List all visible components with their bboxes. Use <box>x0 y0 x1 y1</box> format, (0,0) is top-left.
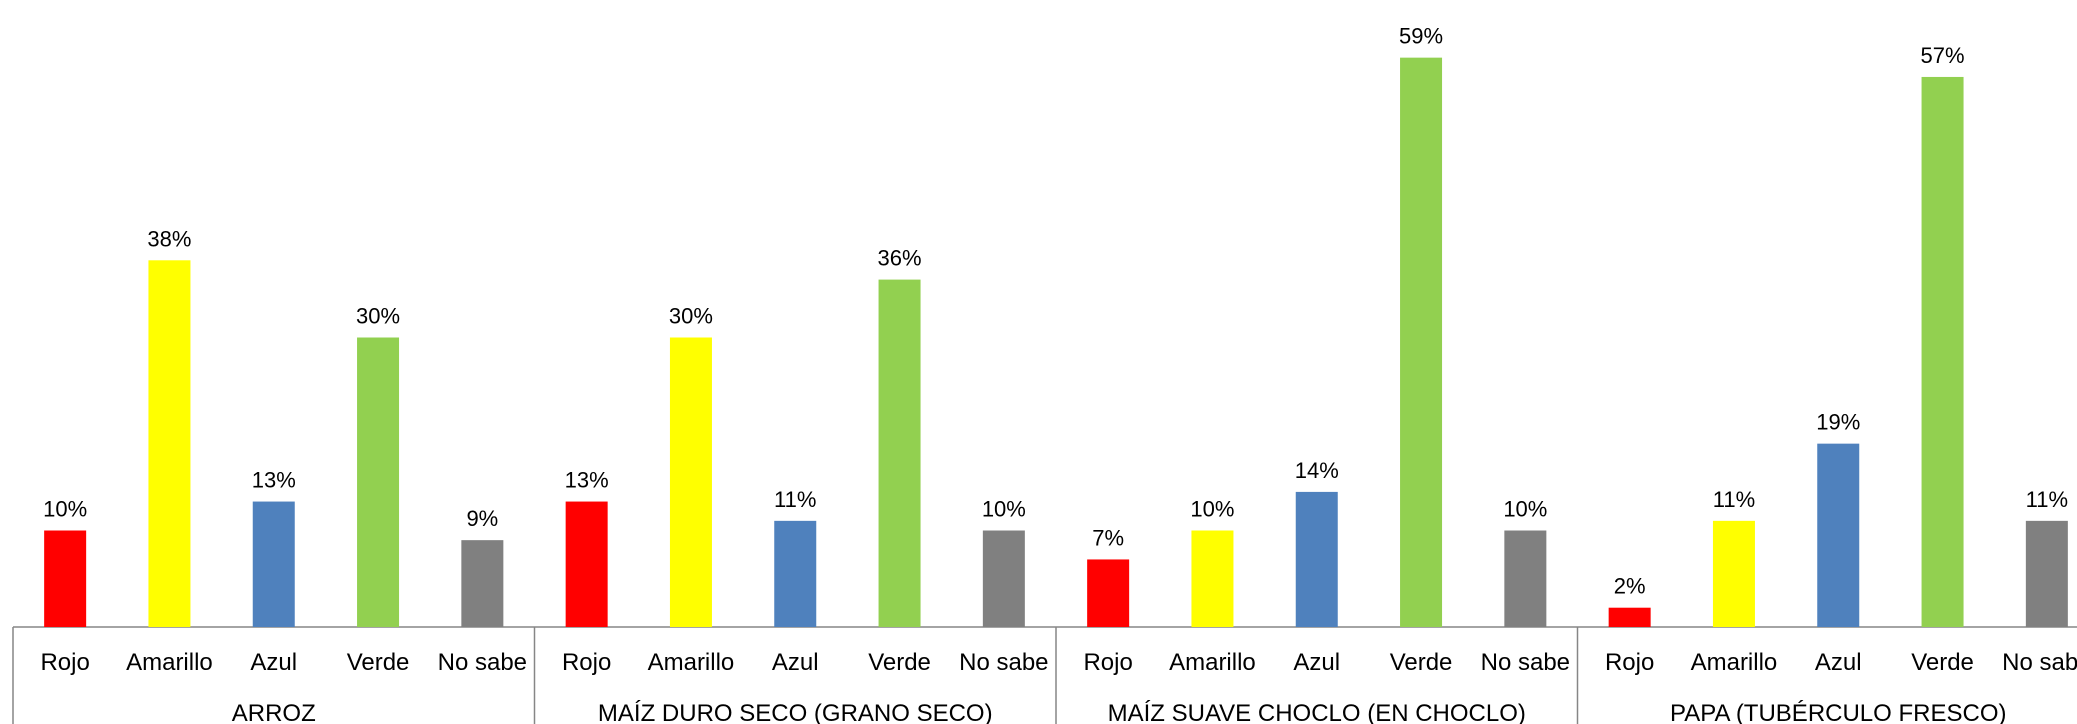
category-tick-label: Azul <box>1815 649 1862 676</box>
bar <box>1504 530 1547 627</box>
category-tick-label: Azul <box>250 649 297 676</box>
bar <box>1921 76 1964 627</box>
data-label: 13% <box>565 468 609 493</box>
category-tick-label: Rojo <box>562 649 611 676</box>
category-tick-label: Rojo <box>1083 649 1132 676</box>
data-label: 13% <box>252 468 296 493</box>
category-tick-label: Verde <box>1911 649 1974 676</box>
category-tick-label: No sabe <box>2002 649 2077 676</box>
group-label: PAPA (TUBÉRCULO FRESCO) <box>1670 700 2007 724</box>
data-label: 11% <box>774 487 816 512</box>
bar <box>669 337 712 627</box>
data-label: 38% <box>147 226 191 251</box>
bar <box>2025 520 2068 627</box>
data-label: 36% <box>878 246 922 271</box>
category-tick-label: Amarillo <box>1169 649 1256 676</box>
bar <box>774 520 817 627</box>
group-label: ARROZ <box>232 700 316 724</box>
data-label: 10% <box>1503 497 1547 522</box>
bar <box>982 530 1025 627</box>
data-label: 11% <box>2026 487 2068 512</box>
category-tick-label: Verde <box>347 649 410 676</box>
data-label: 30% <box>669 304 713 329</box>
data-label: 57% <box>1921 43 1965 68</box>
bar <box>1608 607 1651 627</box>
category-tick-label: No sabe <box>1481 649 1570 676</box>
data-label: 7% <box>1092 525 1124 550</box>
category-tick-label: Amarillo <box>126 649 213 676</box>
category-tick-label: No sabe <box>959 649 1048 676</box>
category-tick-label: No sabe <box>438 649 527 676</box>
category-tick-label: Amarillo <box>648 649 735 676</box>
data-label: 59% <box>1399 24 1443 49</box>
group-label: MAÍZ SUAVE CHOCLO (EN CHOCLO) <box>1108 700 1526 724</box>
bar <box>878 279 921 627</box>
bar <box>44 530 87 627</box>
category-tick-label: Verde <box>1390 649 1453 676</box>
category-tick-label: Azul <box>1293 649 1340 676</box>
bar <box>461 540 504 627</box>
data-label: 19% <box>1816 410 1860 435</box>
data-label: 14% <box>1295 458 1339 483</box>
category-tick-label: Amarillo <box>1691 649 1778 676</box>
data-label: 10% <box>1190 497 1234 522</box>
data-label: 9% <box>466 506 498 531</box>
category-tick-label: Rojo <box>40 649 89 676</box>
bar <box>1087 559 1130 627</box>
category-tick-label: Rojo <box>1605 649 1654 676</box>
bar <box>148 260 191 627</box>
bar <box>1817 443 1860 627</box>
group-label: MAÍZ DURO SECO (GRANO SECO) <box>598 700 993 724</box>
data-label: 10% <box>982 497 1026 522</box>
bar <box>357 337 400 627</box>
bar <box>1191 530 1234 627</box>
data-label: 10% <box>43 497 87 522</box>
bar <box>252 501 295 627</box>
category-tick-label: Verde <box>868 649 931 676</box>
bar <box>565 501 608 627</box>
bar <box>1295 491 1338 627</box>
data-label: 30% <box>356 304 400 329</box>
bar <box>1400 57 1443 627</box>
data-label: 11% <box>1713 487 1755 512</box>
bar <box>1712 520 1755 627</box>
category-tick-label: Azul <box>772 649 819 676</box>
data-label: 2% <box>1614 574 1646 599</box>
plot-area: 10% Rojo 38% Amarillo 13% Azul 30% Verde 9% No sa… <box>12 24 2077 724</box>
